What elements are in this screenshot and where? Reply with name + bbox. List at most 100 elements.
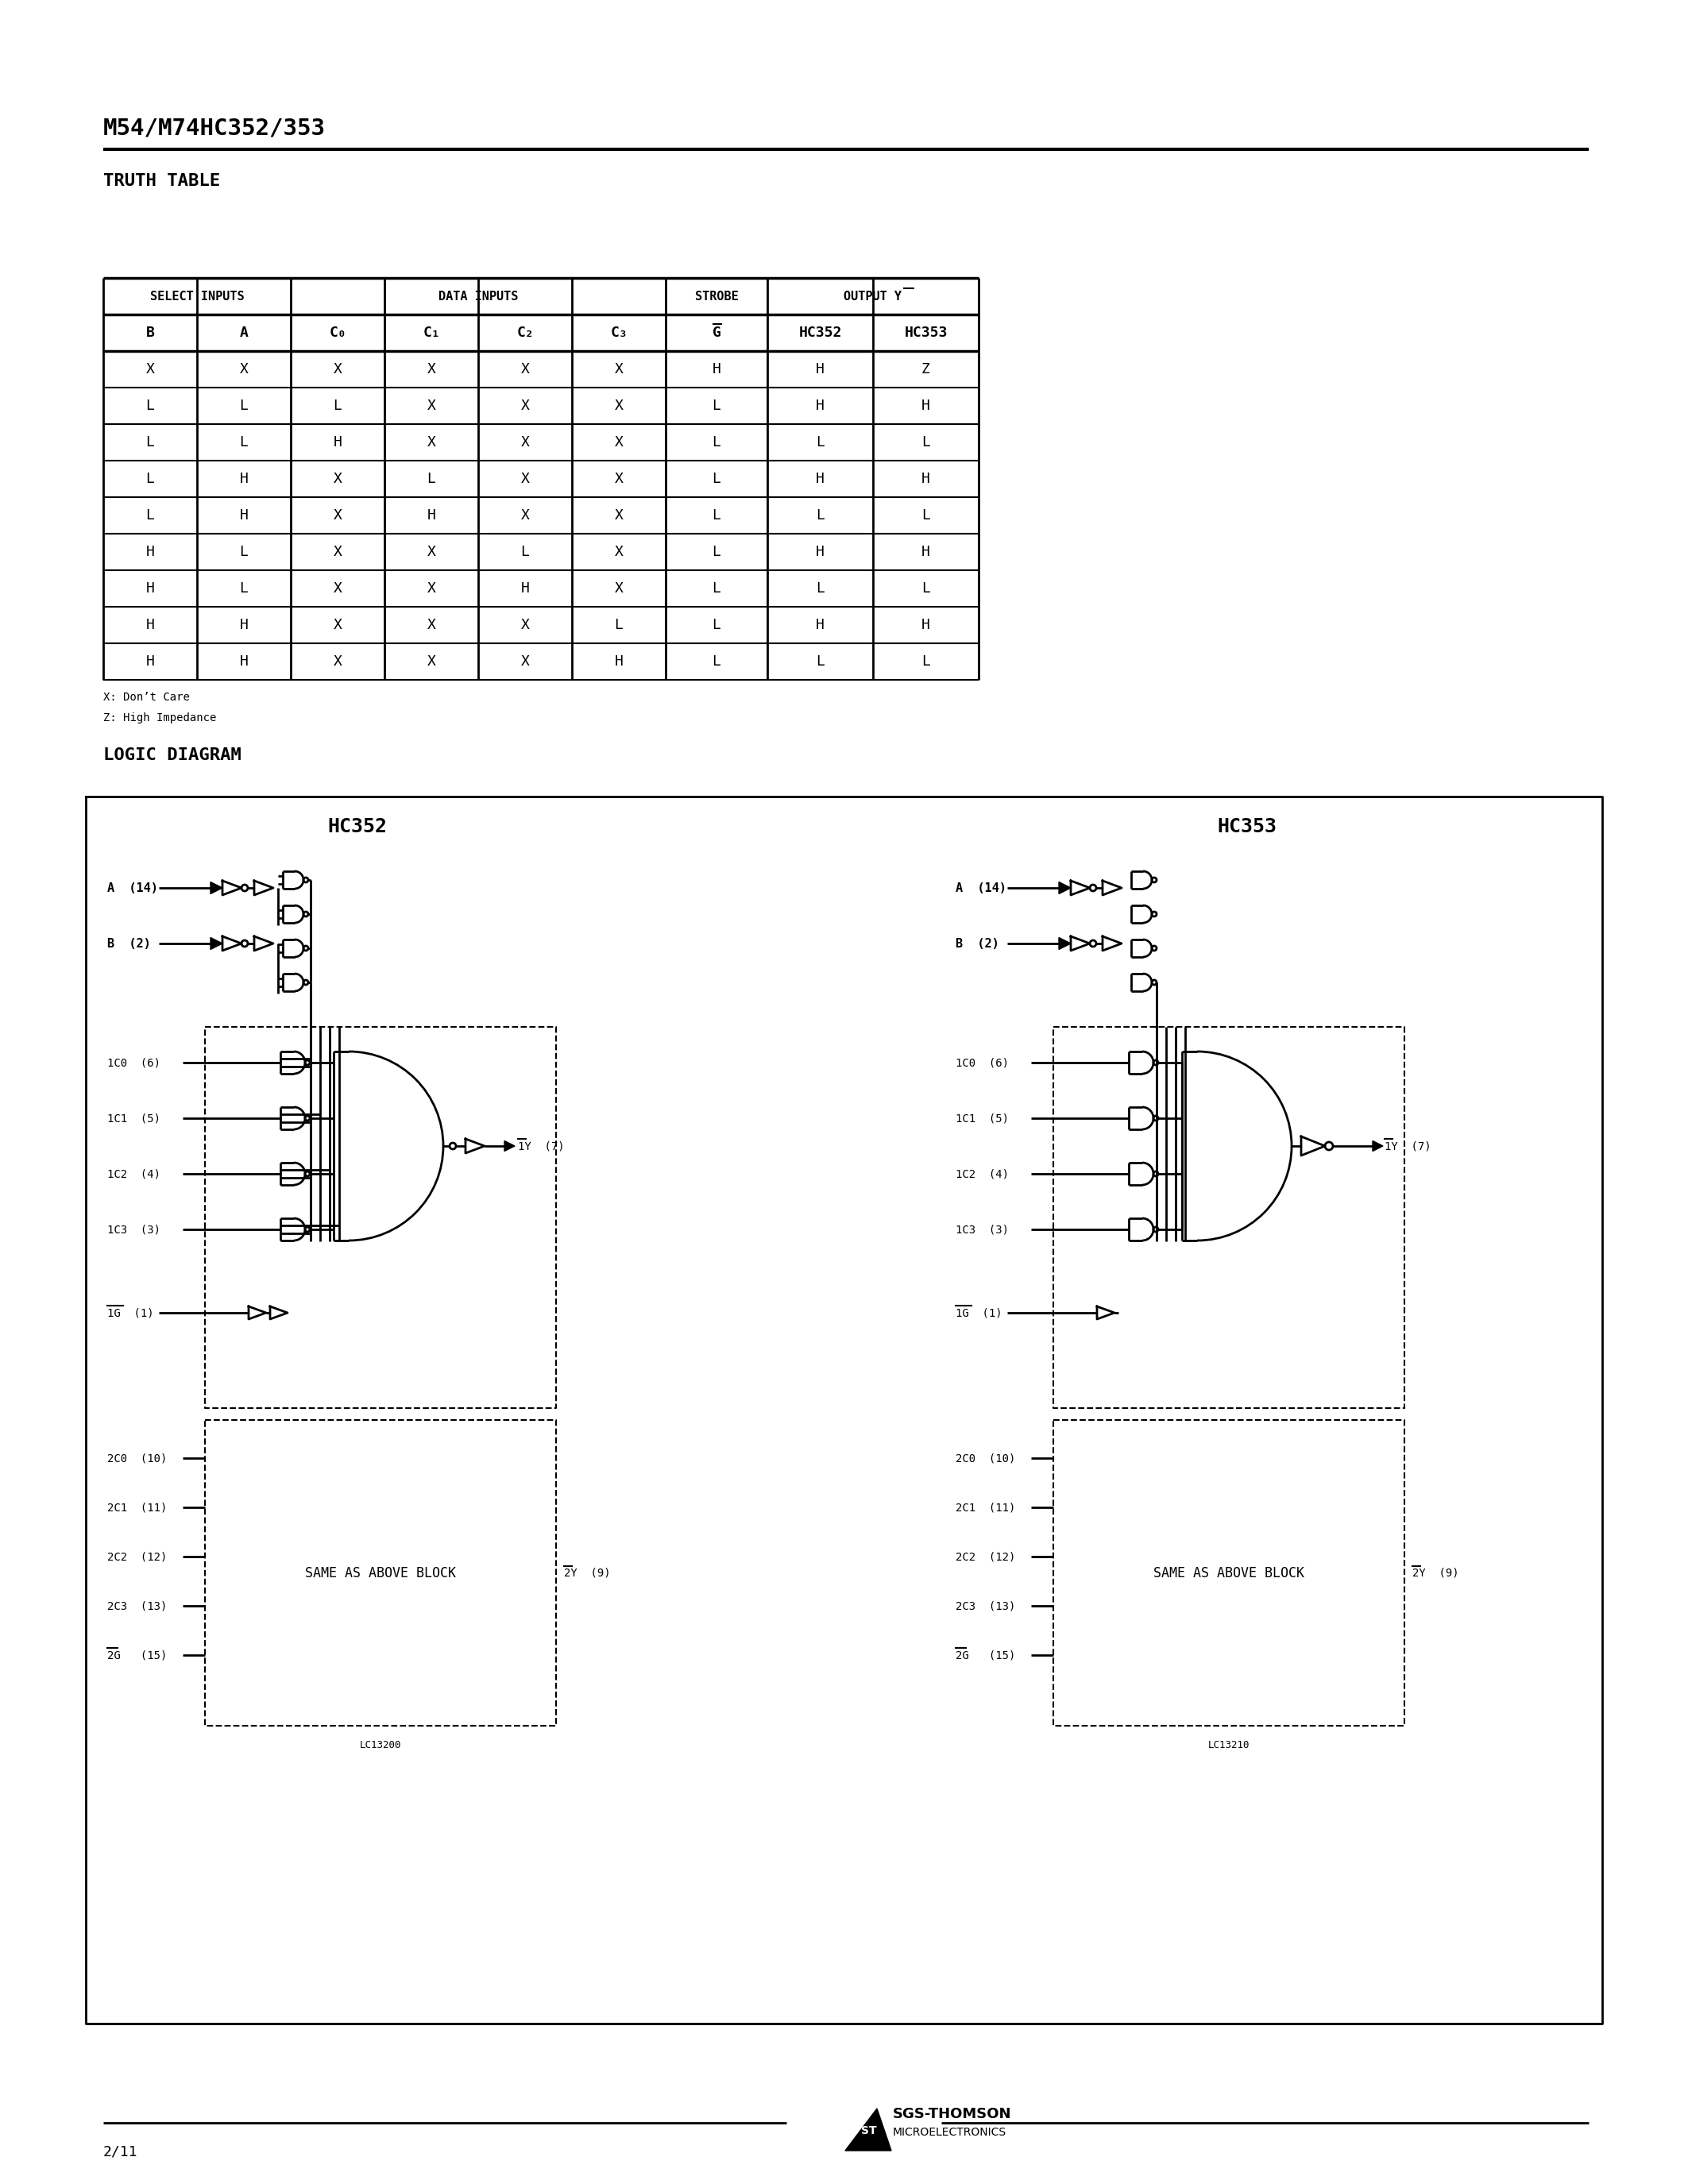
Text: C₂: C₂ — [517, 325, 533, 341]
Text: X: X — [614, 544, 623, 559]
Text: X: X — [614, 472, 623, 487]
Text: L: L — [922, 435, 930, 450]
Text: H: H — [145, 655, 155, 668]
Text: 2/11: 2/11 — [103, 2145, 138, 2160]
Text: L: L — [240, 435, 248, 450]
Text: L: L — [240, 544, 248, 559]
Text: X: X — [520, 472, 530, 487]
Polygon shape — [1058, 937, 1070, 950]
Text: 1C3  (3): 1C3 (3) — [955, 1223, 1009, 1234]
Text: Z: Z — [922, 363, 930, 376]
Polygon shape — [211, 937, 223, 950]
Text: L: L — [145, 435, 155, 450]
Text: 1C0  (6): 1C0 (6) — [955, 1057, 1009, 1068]
Text: X: X — [427, 618, 436, 631]
Text: A: A — [240, 325, 248, 341]
Text: 1G  (1): 1G (1) — [955, 1308, 1003, 1319]
Polygon shape — [211, 882, 223, 893]
Text: 2Y  (9): 2Y (9) — [564, 1568, 611, 1579]
Text: 1G  (1): 1G (1) — [108, 1308, 154, 1319]
Text: X: X — [333, 544, 343, 559]
Text: L: L — [427, 472, 436, 487]
Text: X: X — [427, 363, 436, 376]
Text: 2C0  (10): 2C0 (10) — [955, 1452, 1016, 1463]
Text: H: H — [520, 581, 530, 596]
Text: LC13200: LC13200 — [360, 1741, 402, 1749]
Text: X: X — [614, 509, 623, 522]
Text: L: L — [240, 581, 248, 596]
Text: L: L — [712, 435, 721, 450]
Text: H: H — [922, 618, 930, 631]
Text: C₃: C₃ — [609, 325, 628, 341]
Text: H: H — [145, 618, 155, 631]
Text: X: X — [333, 581, 343, 596]
Text: X: X — [520, 618, 530, 631]
Text: L: L — [922, 655, 930, 668]
Polygon shape — [1058, 882, 1070, 893]
Text: A  (14): A (14) — [955, 882, 1006, 893]
Polygon shape — [1372, 1140, 1382, 1151]
Text: H: H — [815, 472, 824, 487]
Text: H: H — [240, 618, 248, 631]
Text: H: H — [712, 363, 721, 376]
Text: B  (2): B (2) — [108, 937, 150, 950]
Text: L: L — [922, 581, 930, 596]
Text: L: L — [145, 472, 155, 487]
Text: H: H — [614, 655, 623, 668]
Text: X: X — [520, 400, 530, 413]
Text: 2C1  (11): 2C1 (11) — [955, 1503, 1016, 1514]
Text: B  (2): B (2) — [955, 937, 999, 950]
Text: C₁: C₁ — [422, 325, 441, 341]
Text: L: L — [815, 435, 824, 450]
Text: 2C2  (12): 2C2 (12) — [108, 1551, 167, 1562]
Text: 2Y  (9): 2Y (9) — [1413, 1568, 1458, 1579]
Text: 2G   (15): 2G (15) — [955, 1649, 1016, 1660]
Text: 2C2  (12): 2C2 (12) — [955, 1551, 1016, 1562]
Text: L: L — [333, 400, 343, 413]
Text: DATA INPUTS: DATA INPUTS — [439, 290, 518, 301]
Text: OUTPUT Y: OUTPUT Y — [844, 290, 901, 301]
Text: TRUTH TABLE: TRUTH TABLE — [103, 173, 219, 190]
Text: 2C3  (13): 2C3 (13) — [955, 1601, 1016, 1612]
Text: X: X — [333, 363, 343, 376]
Text: X: X — [333, 472, 343, 487]
Text: G: G — [712, 325, 721, 341]
Text: X: X — [520, 435, 530, 450]
Text: L: L — [815, 509, 824, 522]
Text: H: H — [815, 544, 824, 559]
Text: L: L — [712, 581, 721, 596]
Text: B: B — [145, 325, 155, 341]
Text: X: X — [427, 435, 436, 450]
Text: X: X — [427, 400, 436, 413]
Text: X: X — [333, 509, 343, 522]
Text: H: H — [333, 435, 343, 450]
Text: H: H — [922, 472, 930, 487]
Text: H: H — [815, 618, 824, 631]
Text: A  (14): A (14) — [108, 882, 159, 893]
Text: L: L — [712, 400, 721, 413]
Text: H: H — [922, 544, 930, 559]
Text: X: X — [614, 435, 623, 450]
Text: 2G   (15): 2G (15) — [108, 1649, 167, 1660]
Text: SAME AS ABOVE BLOCK: SAME AS ABOVE BLOCK — [306, 1566, 456, 1579]
Text: LOGIC DIAGRAM: LOGIC DIAGRAM — [103, 747, 241, 762]
Text: H: H — [240, 655, 248, 668]
Text: 1C1  (5): 1C1 (5) — [955, 1112, 1009, 1125]
Text: X: X — [333, 618, 343, 631]
Text: L: L — [712, 618, 721, 631]
Text: 2C0  (10): 2C0 (10) — [108, 1452, 167, 1463]
Text: HC353: HC353 — [905, 325, 947, 341]
Text: 1C0  (6): 1C0 (6) — [108, 1057, 160, 1068]
Text: L: L — [815, 581, 824, 596]
Text: 1C1  (5): 1C1 (5) — [108, 1112, 160, 1125]
Text: H: H — [427, 509, 436, 522]
Polygon shape — [505, 1140, 515, 1151]
Text: HC352: HC352 — [798, 325, 842, 341]
Text: X: X — [614, 581, 623, 596]
Text: H: H — [240, 509, 248, 522]
Text: 1Y  (7): 1Y (7) — [1384, 1140, 1431, 1151]
Text: HC352: HC352 — [327, 817, 387, 836]
Text: L: L — [520, 544, 530, 559]
Text: L: L — [240, 400, 248, 413]
Text: H: H — [145, 544, 155, 559]
